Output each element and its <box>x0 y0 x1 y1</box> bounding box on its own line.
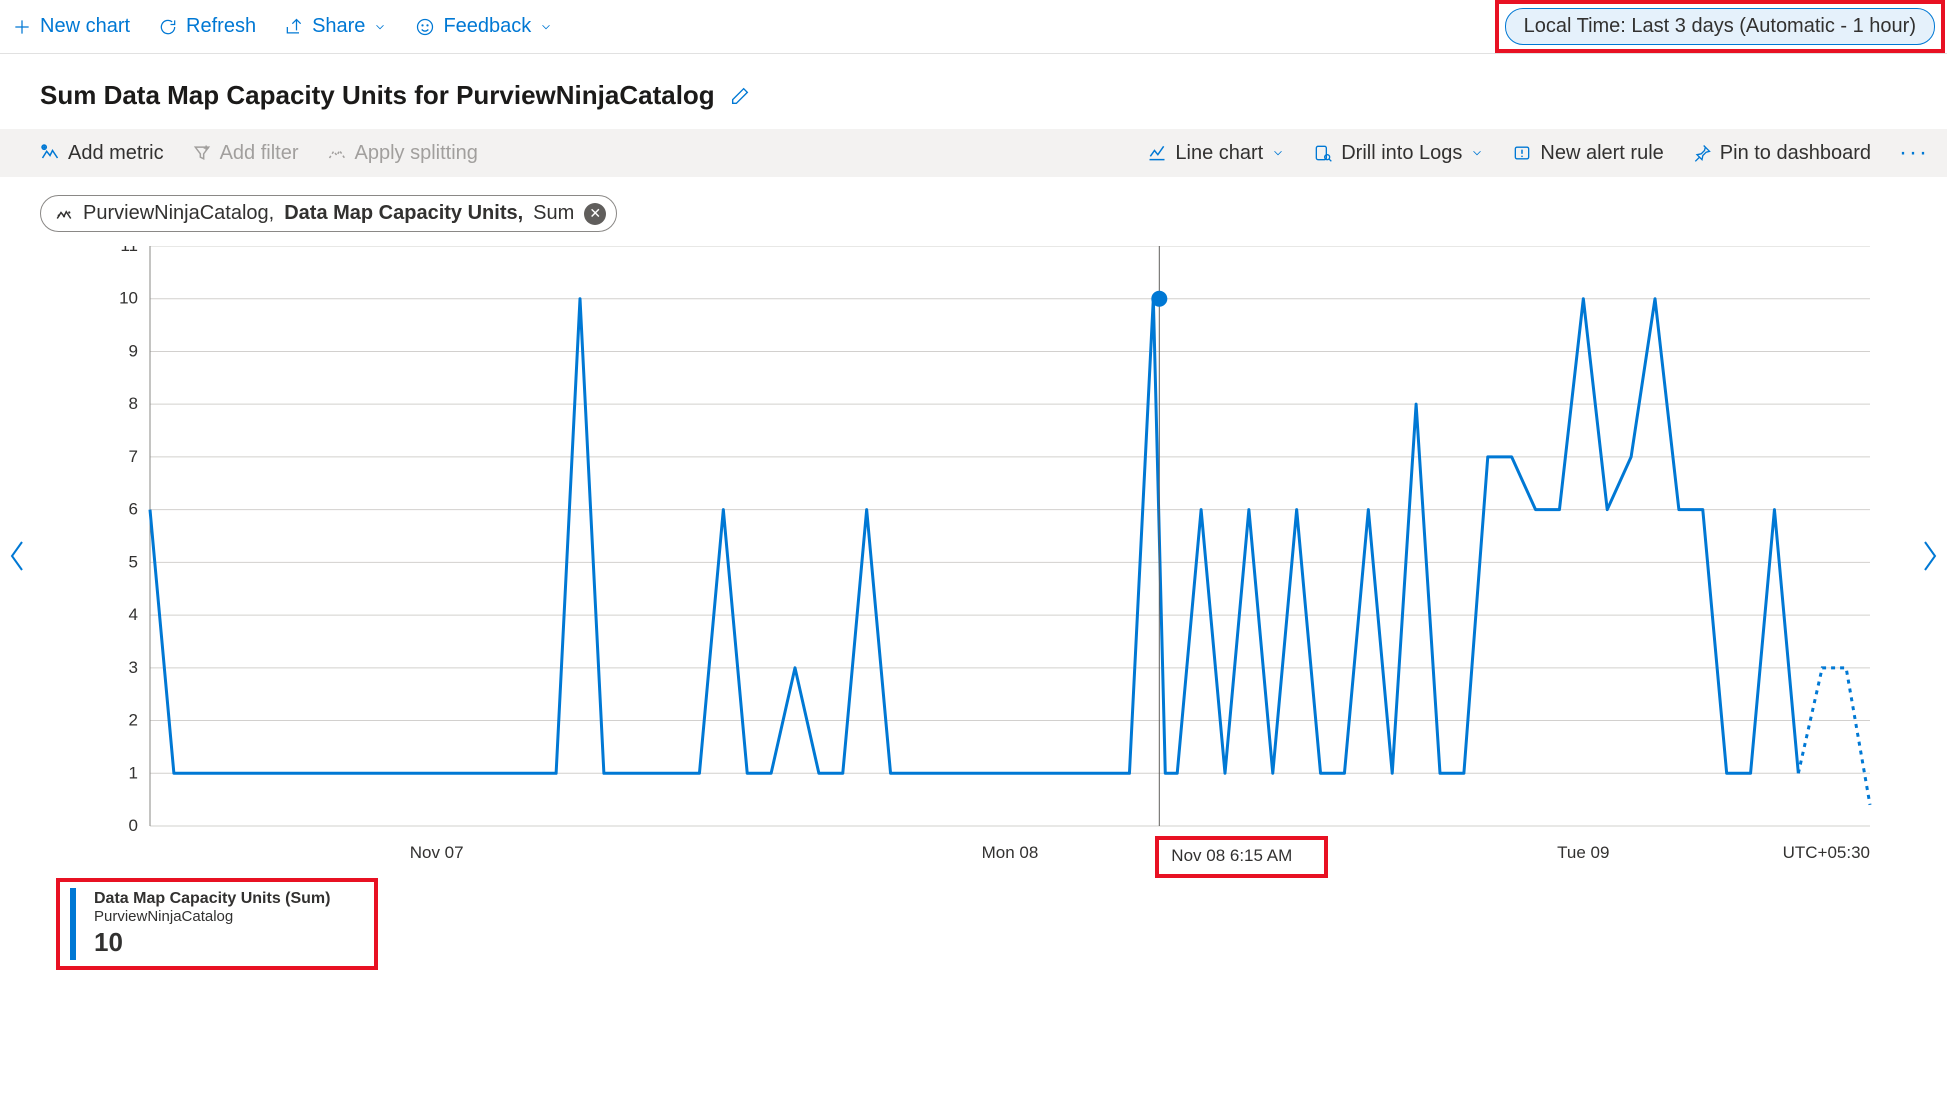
share-label: Share <box>312 15 365 38</box>
legend-subtitle: PurviewNinjaCatalog <box>82 908 330 925</box>
chart-title: Sum Data Map Capacity Units for PurviewN… <box>40 80 715 111</box>
chart-type-button[interactable]: Line chart <box>1147 142 1285 165</box>
metric-chip-row: PurviewNinjaCatalog, Data Map Capacity U… <box>0 177 1947 236</box>
chart-type-label: Line chart <box>1175 142 1263 165</box>
svg-text:7: 7 <box>129 447 138 466</box>
split-icon <box>327 143 347 163</box>
chevron-down-icon <box>539 20 553 34</box>
apply-splitting-button[interactable]: Apply splitting <box>327 142 478 165</box>
hover-time-label: Nov 08 6:15 AM <box>1165 844 1298 868</box>
more-actions-button[interactable]: ··· <box>1899 139 1929 167</box>
share-icon <box>284 17 304 37</box>
chevron-down-icon <box>1470 146 1484 160</box>
chart-title-row: Sum Data Map Capacity Units for PurviewN… <box>0 54 1947 129</box>
svg-text:UTC+05:30: UTC+05:30 <box>1783 843 1870 862</box>
drill-logs-button[interactable]: Drill into Logs <box>1313 142 1484 165</box>
edit-icon[interactable] <box>729 85 751 107</box>
svg-text:6: 6 <box>129 500 138 519</box>
chip-scope: PurviewNinjaCatalog, <box>83 202 274 225</box>
logs-icon <box>1313 143 1333 163</box>
svg-text:5: 5 <box>129 552 138 571</box>
metric-icon <box>40 143 60 163</box>
svg-text:0: 0 <box>129 816 138 835</box>
chevron-down-icon <box>373 20 387 34</box>
pin-icon <box>1692 143 1712 163</box>
refresh-button[interactable]: Refresh <box>158 15 256 38</box>
new-chart-button[interactable]: New chart <box>12 15 130 38</box>
plus-icon <box>12 17 32 37</box>
svg-text:1: 1 <box>129 763 138 782</box>
chip-metric: Data Map Capacity Units, <box>284 202 523 225</box>
share-button[interactable]: Share <box>284 15 387 38</box>
legend-color-bar <box>70 888 76 960</box>
time-range-label: Local Time: Last 3 days (Automatic - 1 h… <box>1524 15 1916 37</box>
chip-aggregation: Sum <box>533 202 574 225</box>
legend-value: 10 <box>82 925 330 958</box>
top-toolbar: New chart Refresh Share Feedback Local T… <box>0 0 1947 54</box>
svg-text:10: 10 <box>119 289 138 308</box>
feedback-label: Feedback <box>443 15 531 38</box>
series-icon <box>55 205 73 223</box>
svg-text:8: 8 <box>129 394 138 413</box>
apply-splitting-label: Apply splitting <box>355 142 478 165</box>
chevron-down-icon <box>1271 146 1285 160</box>
chevron-right-icon <box>1915 536 1943 576</box>
chevron-left-icon <box>4 536 32 576</box>
refresh-label: Refresh <box>186 15 256 38</box>
new-alert-button[interactable]: New alert rule <box>1512 142 1663 165</box>
add-filter-button[interactable]: Add filter <box>192 142 299 165</box>
feedback-button[interactable]: Feedback <box>415 15 553 38</box>
new-chart-label: New chart <box>40 15 130 38</box>
smile-icon <box>415 17 435 37</box>
svg-text:11: 11 <box>120 246 138 255</box>
add-metric-button[interactable]: Add metric <box>40 142 164 165</box>
svg-text:Mon 08: Mon 08 <box>982 843 1039 862</box>
scroll-left-button[interactable] <box>4 536 32 576</box>
svg-text:Tue 09: Tue 09 <box>1557 843 1609 862</box>
add-filter-label: Add filter <box>220 142 299 165</box>
pin-dashboard-button[interactable]: Pin to dashboard <box>1692 142 1871 165</box>
pin-dashboard-label: Pin to dashboard <box>1720 142 1871 165</box>
scroll-right-button[interactable] <box>1915 536 1943 576</box>
alert-icon <box>1512 143 1532 163</box>
remove-chip-icon[interactable]: ✕ <box>584 203 606 225</box>
line-chart[interactable]: 0 1 2 3 4 5 6 7 8 9 10 11 Nov 07 Mon 08 Tue 09 UTC+05:3… <box>40 246 1900 906</box>
svg-text:Nov 07: Nov 07 <box>410 843 464 862</box>
new-alert-label: New alert rule <box>1540 142 1663 165</box>
line-chart-icon <box>1147 143 1167 163</box>
svg-text:2: 2 <box>129 711 138 730</box>
chart-zone: 0 1 2 3 4 5 6 7 8 9 10 11 Nov 07 Mon 08 Tue 09 UTC+05:3… <box>0 236 1947 916</box>
legend-card[interactable]: Data Map Capacity Units (Sum) PurviewNin… <box>70 884 342 964</box>
filter-icon <box>192 143 212 163</box>
time-range-pill[interactable]: Local Time: Last 3 days (Automatic - 1 h… <box>1505 8 1935 45</box>
svg-text:4: 4 <box>129 605 138 624</box>
drill-logs-label: Drill into Logs <box>1341 142 1462 165</box>
metric-action-bar: Add metric Add filter Apply splitting Li… <box>0 129 1947 177</box>
add-metric-label: Add metric <box>68 142 164 165</box>
legend-title: Data Map Capacity Units (Sum) <box>82 890 330 908</box>
metric-chip[interactable]: PurviewNinjaCatalog, Data Map Capacity U… <box>40 195 617 232</box>
refresh-icon <box>158 17 178 37</box>
svg-text:9: 9 <box>129 341 138 360</box>
svg-text:3: 3 <box>129 658 138 677</box>
